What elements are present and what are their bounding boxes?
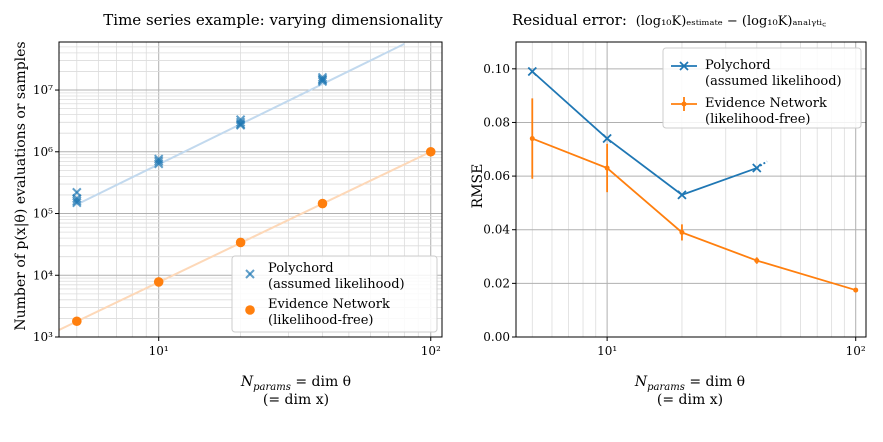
right-evidence-line [531, 137, 856, 291]
right-legend-label-sub: (likelihood-free) [705, 112, 811, 127]
right-polychord-point [602, 133, 612, 144]
left-legend-label-sub: (likelihood-free) [268, 313, 374, 328]
right-legend-label-sub: (assumed likelihood) [705, 74, 842, 89]
left-y-tick-label: 10³ [33, 330, 53, 344]
right-legend-marker-point [681, 101, 687, 107]
left-point-evidence-network [72, 316, 82, 327]
left-y-axis-label: Number of p(x|θ) evaluations or samples [13, 41, 29, 330]
x-label-subscript: params [253, 382, 291, 393]
right-chart-title: Residual error: (log₁₀K)ₑₛₜᵢₘₐₜₑ − (log₁… [512, 11, 827, 29]
right-y-axis-label: RMSE [470, 164, 486, 209]
left-legend-label-sub: (assumed likelihood) [268, 277, 405, 292]
left-point-polychord [154, 159, 164, 169]
right-legend-label: Evidence Network [705, 96, 827, 111]
left-legend: Polychord(assumed likelihood) Evidence Ne… [231, 255, 438, 333]
left-point-evidence-network [153, 277, 164, 287]
left-x-tick-label: 10² [421, 344, 441, 358]
left-point-evidence-network [317, 198, 328, 209]
right-chart: Residual error: (log₁₀K)ₑₛₜᵢₘₐₜₑ − (log₁… [470, 11, 867, 408]
right-polychord-point [752, 163, 762, 173]
right-polychord-line [531, 70, 758, 196]
left-legend-box [231, 255, 438, 333]
right-y-tick-label: 0.06 [483, 169, 510, 183]
right-legend-label: Polychord [705, 58, 771, 73]
left-point-polychord [235, 120, 246, 130]
x-label-rest: = dim θ [685, 374, 745, 390]
left-y-tick-label: 10⁵ [33, 207, 53, 221]
left-legend-label: Evidence Network [268, 297, 390, 312]
left-y-tick-label: 10⁴ [33, 268, 53, 282]
right-legend: Polychord(assumed likelihood) Evidence Ne… [662, 47, 862, 129]
right-plot-frame [515, 41, 867, 338]
left-point-polychord [72, 196, 82, 206]
left-point-polychord [235, 117, 246, 128]
x-label-symbol: N [240, 374, 254, 390]
right-legend-box [662, 47, 862, 129]
right-evidence-point [529, 136, 535, 142]
left-y-tick-label: 10⁷ [33, 83, 53, 97]
right-x-axis-label: Nparams = dim θ [634, 374, 745, 393]
right-polychord-point [677, 190, 687, 200]
left-chart-title: Time series example: varying dimensional… [103, 11, 443, 29]
right-y-tick-label: 0.04 [483, 223, 510, 237]
right-y-tick-label: 0.00 [483, 330, 510, 344]
right-x-tick-label: 10² [846, 344, 866, 358]
left-legend-marker-circle [245, 305, 255, 315]
left-chart: Time series example: varying dimensional… [13, 11, 443, 408]
left-point-evidence-network [425, 146, 436, 157]
right-evidence-point [679, 229, 685, 235]
right-legend-marker-x [679, 61, 689, 71]
right-tick-labels: 10¹ 10² 0.00 0.02 0.04 0.06 0.08 0.10 [483, 62, 866, 358]
left-y-tick-label: 10⁶ [33, 145, 53, 159]
x-label-subscript: params [647, 382, 685, 393]
left-legend-label: Polychord [268, 261, 334, 276]
left-plot-frame [58, 41, 443, 338]
x-label-rest: = dim θ [291, 374, 351, 390]
right-x-tick-label: 10¹ [597, 344, 617, 358]
right-y-tick-label: 0.10 [483, 62, 510, 76]
right-x-axis-label-sub: (= dim x) [657, 392, 723, 408]
left-point-evidence-network [235, 237, 246, 248]
left-x-axis-label: Nparams = dim θ [240, 374, 351, 393]
left-tick-labels: 10¹ 10² 10³ 10⁴ 10⁵ 10⁶ 10⁷ [33, 83, 441, 358]
left-x-tick-label: 10¹ [149, 344, 169, 358]
left-x-axis-label-sub: (= dim x) [263, 392, 329, 408]
left-point-polychord [72, 197, 82, 208]
right-evidence-point [853, 287, 859, 293]
left-point-polychord [317, 76, 328, 87]
right-evidence-point [604, 165, 610, 171]
x-label-symbol: N [634, 374, 648, 390]
right-series [527, 66, 859, 293]
left-point-polychord [154, 156, 164, 167]
right-title-prefix: Residual error: [512, 11, 627, 29]
right-evidence-point [754, 258, 760, 264]
left-data-points [72, 72, 436, 327]
right-y-tick-label: 0.02 [483, 276, 510, 290]
left-legend-marker-x [245, 269, 255, 279]
right-y-tick-label: 0.08 [483, 115, 510, 129]
right-title-formula: (log₁₀K)ₑₛₜᵢₘₐₜₑ − (log₁₀K)ₐₙₐₗᵧₜᵢ꜀ [636, 14, 827, 29]
right-polychord-point [527, 66, 537, 77]
